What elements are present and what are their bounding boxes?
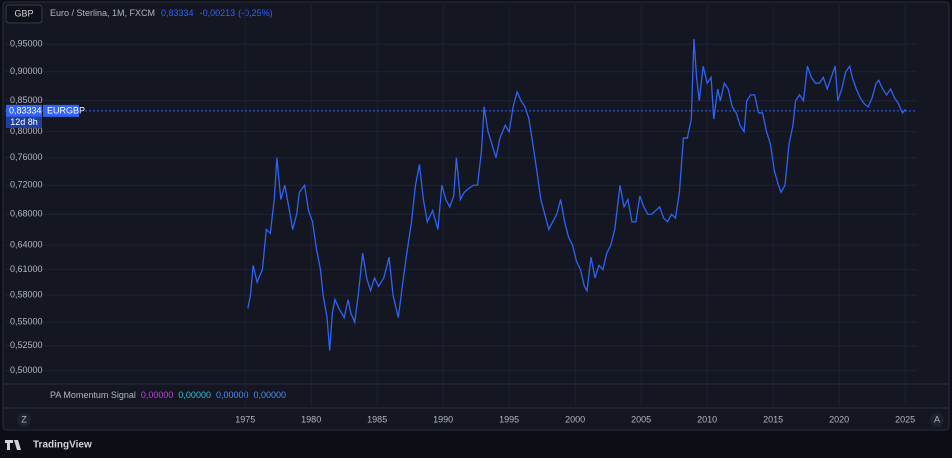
axis-button-label[interactable]: A	[934, 414, 940, 424]
y-tick-label: 0,85000	[10, 95, 43, 105]
indicator-legend: PA Momentum Signal 0,00000 0,00000 0,00000 0…	[50, 390, 286, 400]
indicator-name: PA Momentum Signal	[50, 390, 136, 400]
series-tag-bg	[43, 104, 79, 117]
y-tick-label: 0,80000	[10, 126, 43, 136]
y-tick-label: 0,72000	[10, 180, 43, 190]
indicator-value: 0,00000	[178, 390, 211, 400]
brand: TradingView	[33, 440, 92, 451]
chart-title: Euro / Sterlina, 1M, FXCM	[50, 8, 155, 18]
y-tick-label: 0,76000	[10, 152, 43, 162]
price-label: 0,83334	[9, 105, 42, 115]
axis-button[interactable]	[17, 413, 31, 427]
indicator-value: 0,00000	[254, 390, 287, 400]
y-tick-label: 0,52500	[10, 340, 43, 350]
y-tick-label: 0,61000	[10, 264, 43, 274]
change-pct: (-0,25%)	[238, 8, 273, 18]
x-tick-label: 2015	[763, 414, 783, 424]
countdown: 12d 8h	[10, 117, 38, 127]
y-tick-label: 0,50000	[10, 365, 43, 375]
price-label-bg	[6, 104, 42, 117]
countdown-bg	[6, 116, 42, 128]
y-tick-label: 0,64000	[10, 239, 43, 249]
series-tag: EURGBP	[47, 105, 85, 115]
x-tick-label: 1990	[433, 414, 453, 424]
y-tick-label: 0,58000	[10, 290, 43, 300]
header-legend: Euro / Sterlina, 1M, FXCM 0,83334 -0,00213…	[50, 8, 273, 18]
y-tick-label: 0,55000	[10, 317, 43, 327]
indicator-value: 0,00000	[141, 390, 174, 400]
x-tick-label: 2025	[895, 414, 915, 424]
x-tick-label: 2010	[697, 414, 717, 424]
brand-logo	[5, 440, 21, 450]
y-tick-label: 0,90000	[10, 66, 43, 76]
x-tick-label: 2005	[631, 414, 651, 424]
symbol[interactable]: GBP	[14, 8, 33, 18]
x-tick-label: 1980	[301, 414, 321, 424]
x-tick-label: 1985	[367, 414, 387, 424]
y-tick-label: 0,95000	[10, 39, 43, 49]
x-tick-label: 1975	[235, 414, 255, 424]
x-tick-label: 2000	[565, 414, 585, 424]
y-tick-label: 0,68000	[10, 209, 43, 219]
change: -0,00213	[200, 8, 236, 18]
axis-button-label[interactable]: Z	[21, 414, 27, 424]
price-line	[247, 38, 907, 351]
x-tick-label: 1995	[499, 414, 519, 424]
x-tick-label: 2020	[829, 414, 849, 424]
axis-button[interactable]	[930, 413, 944, 427]
last-price: 0,83334	[161, 8, 194, 18]
symbol-box[interactable]	[5, 4, 43, 24]
indicator-value: 0,00000	[216, 390, 249, 400]
plot	[5, 5, 917, 406]
